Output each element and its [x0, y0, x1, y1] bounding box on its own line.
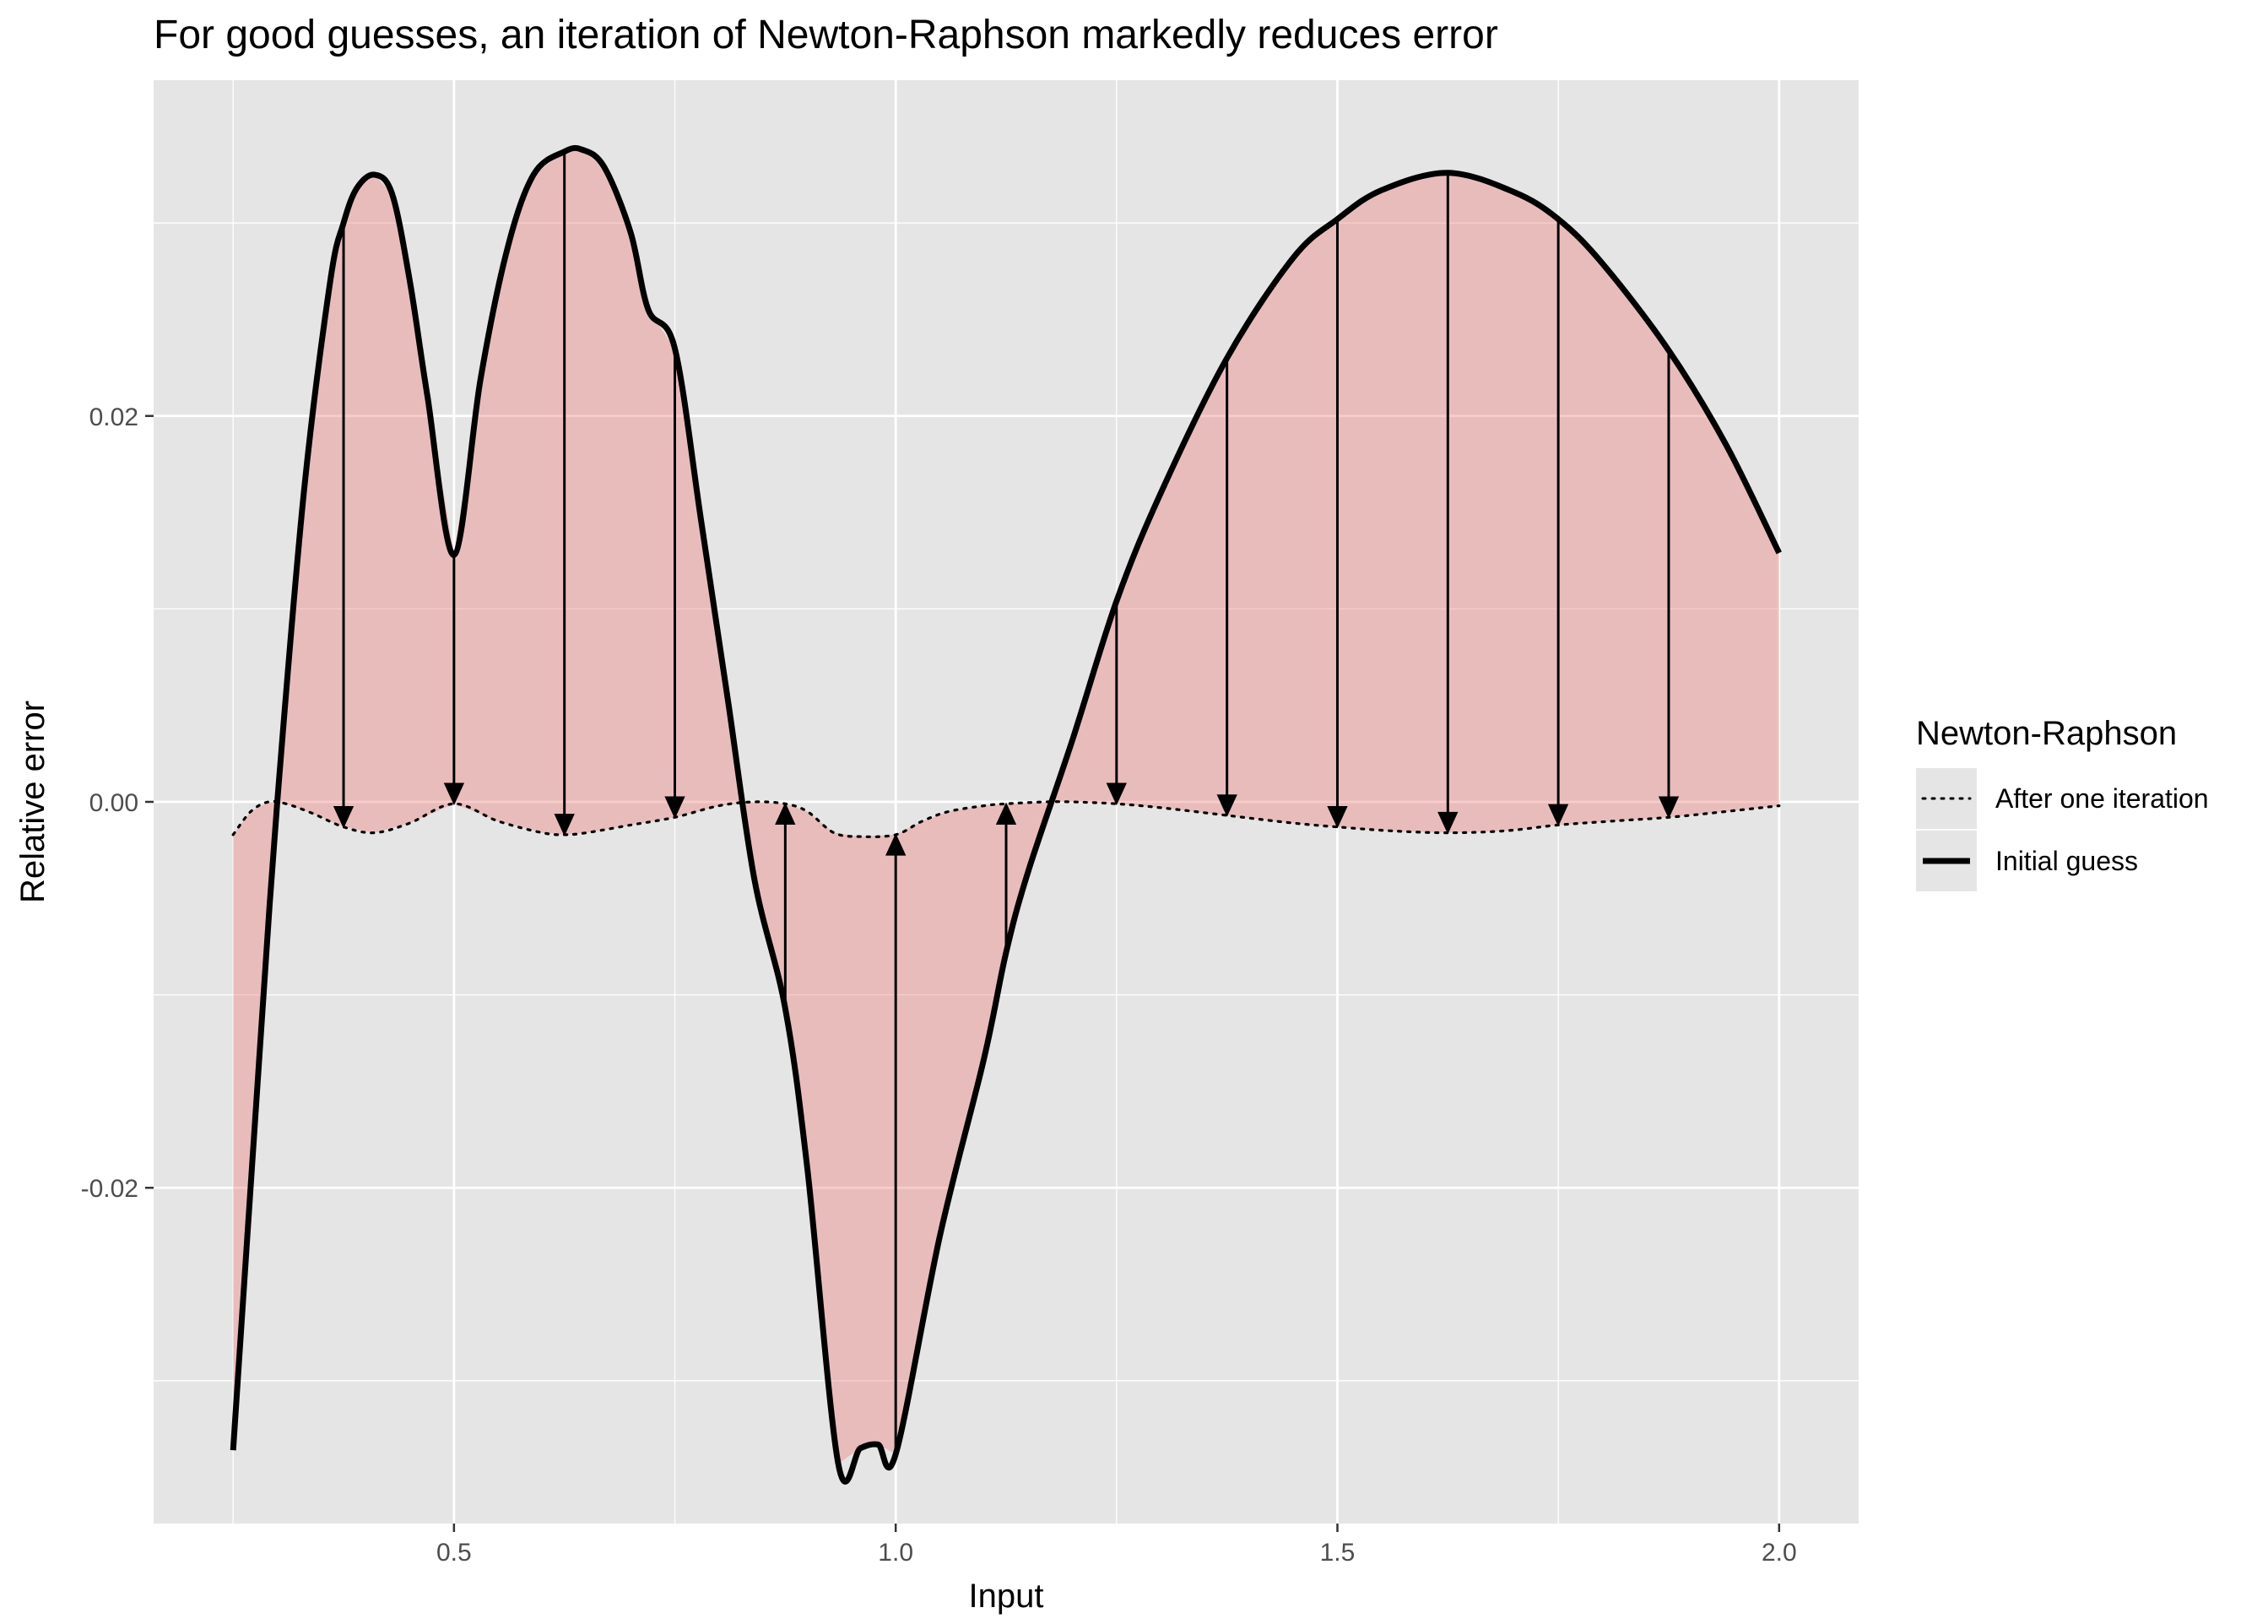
series-lines	[230, 144, 1782, 1485]
arrow-head	[885, 833, 907, 856]
arrow-head	[1216, 794, 1237, 817]
arrow-head	[1327, 805, 1348, 829]
arrow-head	[443, 782, 465, 806]
series-after-one-iteration	[231, 799, 1781, 838]
arrow-head	[775, 802, 796, 826]
legend-label-after: After one iteration	[1995, 783, 2209, 814]
legend-title: Newton-Raphson	[1916, 715, 2177, 752]
arrow-head	[1437, 811, 1459, 835]
x-tick-label: 1.0	[878, 1539, 913, 1567]
arrow-head	[554, 814, 575, 836]
series-initial-guess	[230, 144, 1782, 1485]
x-tick-label: 2.0	[1762, 1539, 1797, 1567]
arrow-head	[664, 796, 685, 820]
arrow-head	[1547, 804, 1569, 827]
y-axis-title: Relative error	[14, 701, 51, 903]
axes: 0.5 1.0 1.5 2.0 -0.02 0.00 0.02	[81, 403, 1797, 1567]
legend: Newton-Raphson After one iteration Initi…	[1916, 715, 2209, 891]
x-tick-label: 1.5	[1320, 1539, 1356, 1567]
arrow-head	[1106, 782, 1127, 806]
chart-title: For good guesses, an iteration of Newton…	[154, 13, 1498, 57]
arrow-head	[1658, 796, 1680, 820]
x-tick-label: 0.5	[436, 1539, 472, 1567]
arrow-head	[333, 805, 355, 829]
arrows	[333, 151, 1680, 1454]
y-tick-label: 0.02	[89, 403, 138, 431]
y-tick-label: -0.02	[81, 1175, 138, 1203]
y-tick-label: 0.00	[89, 789, 138, 817]
arrow-head	[995, 802, 1017, 826]
legend-label-initial: Initial guess	[1995, 846, 2138, 876]
x-axis-title: Input	[969, 1578, 1044, 1615]
